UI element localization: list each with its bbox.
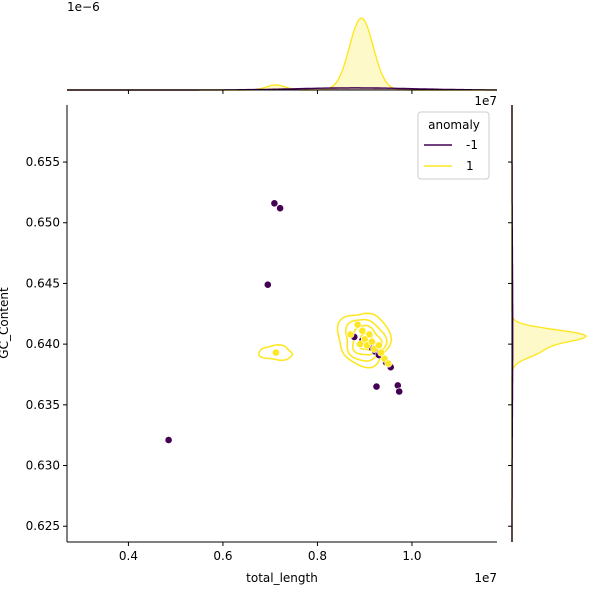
scatter-point: [346, 330, 355, 339]
scatter-point: [365, 330, 374, 339]
marginal-x-kde-fill: [67, 18, 497, 90]
legend-frame: [417, 111, 490, 180]
scatter-point: [374, 341, 383, 350]
scatter-point: [384, 359, 393, 368]
x-axis-label: total_length: [246, 571, 318, 585]
marginal-y-kde-line: [511, 105, 588, 542]
top-marginal-offset-label: 1e−6: [67, 0, 100, 14]
y-tick-label: 0.645: [26, 276, 60, 290]
y-tick-label: 0.630: [26, 459, 60, 473]
scatter-point: [395, 387, 404, 396]
kde-contour: [344, 318, 388, 362]
x-tick-label: 0.8: [308, 549, 327, 563]
scatter-point: [263, 280, 272, 289]
scatter-point: [271, 348, 280, 357]
marginal-x-kde-line: [67, 17, 497, 91]
scatter-point: [270, 199, 279, 208]
scatter-point: [372, 382, 381, 391]
x-tick-label: 1.0: [402, 549, 421, 563]
y-tick-label: 0.635: [26, 398, 60, 412]
kde-contour: [336, 312, 393, 369]
y-tick-label: 0.625: [26, 519, 60, 533]
x-tick-label: 0.6: [213, 549, 232, 563]
legend: anomaly -1 1: [417, 111, 490, 180]
main-scatter-plot: 0.4 0.6 0.8 1.0 0.625 0.630 0.635 0.640 0.645 0.…: [0, 105, 497, 585]
top-marginal-x-offset-label: 1e7: [474, 94, 497, 108]
y-tick-label: 0.655: [26, 155, 60, 169]
top-marginal-kde: 1e−6 1e7: [67, 0, 497, 108]
x-offset-label: 1e7: [474, 571, 497, 585]
scatter-point: [276, 204, 284, 213]
y-tick-label: 0.640: [26, 337, 60, 351]
legend-label-1: 1: [466, 159, 474, 173]
kde-contour: [257, 343, 294, 362]
y-axis-label: GC_Content: [0, 287, 11, 359]
scatter-point: [164, 436, 173, 444]
scatter-point: [358, 326, 367, 335]
scatter-point: [367, 337, 376, 346]
scatter-point: [356, 340, 364, 348]
scatter-point: [353, 320, 362, 329]
legend-title: anomaly: [428, 118, 480, 132]
y-tick-label: 0.650: [26, 216, 60, 230]
legend-label-neg1: -1: [466, 138, 478, 152]
right-marginal-kde: [508, 105, 588, 542]
scatter-point: [377, 348, 386, 357]
x-tick-label: 0.4: [119, 549, 138, 563]
